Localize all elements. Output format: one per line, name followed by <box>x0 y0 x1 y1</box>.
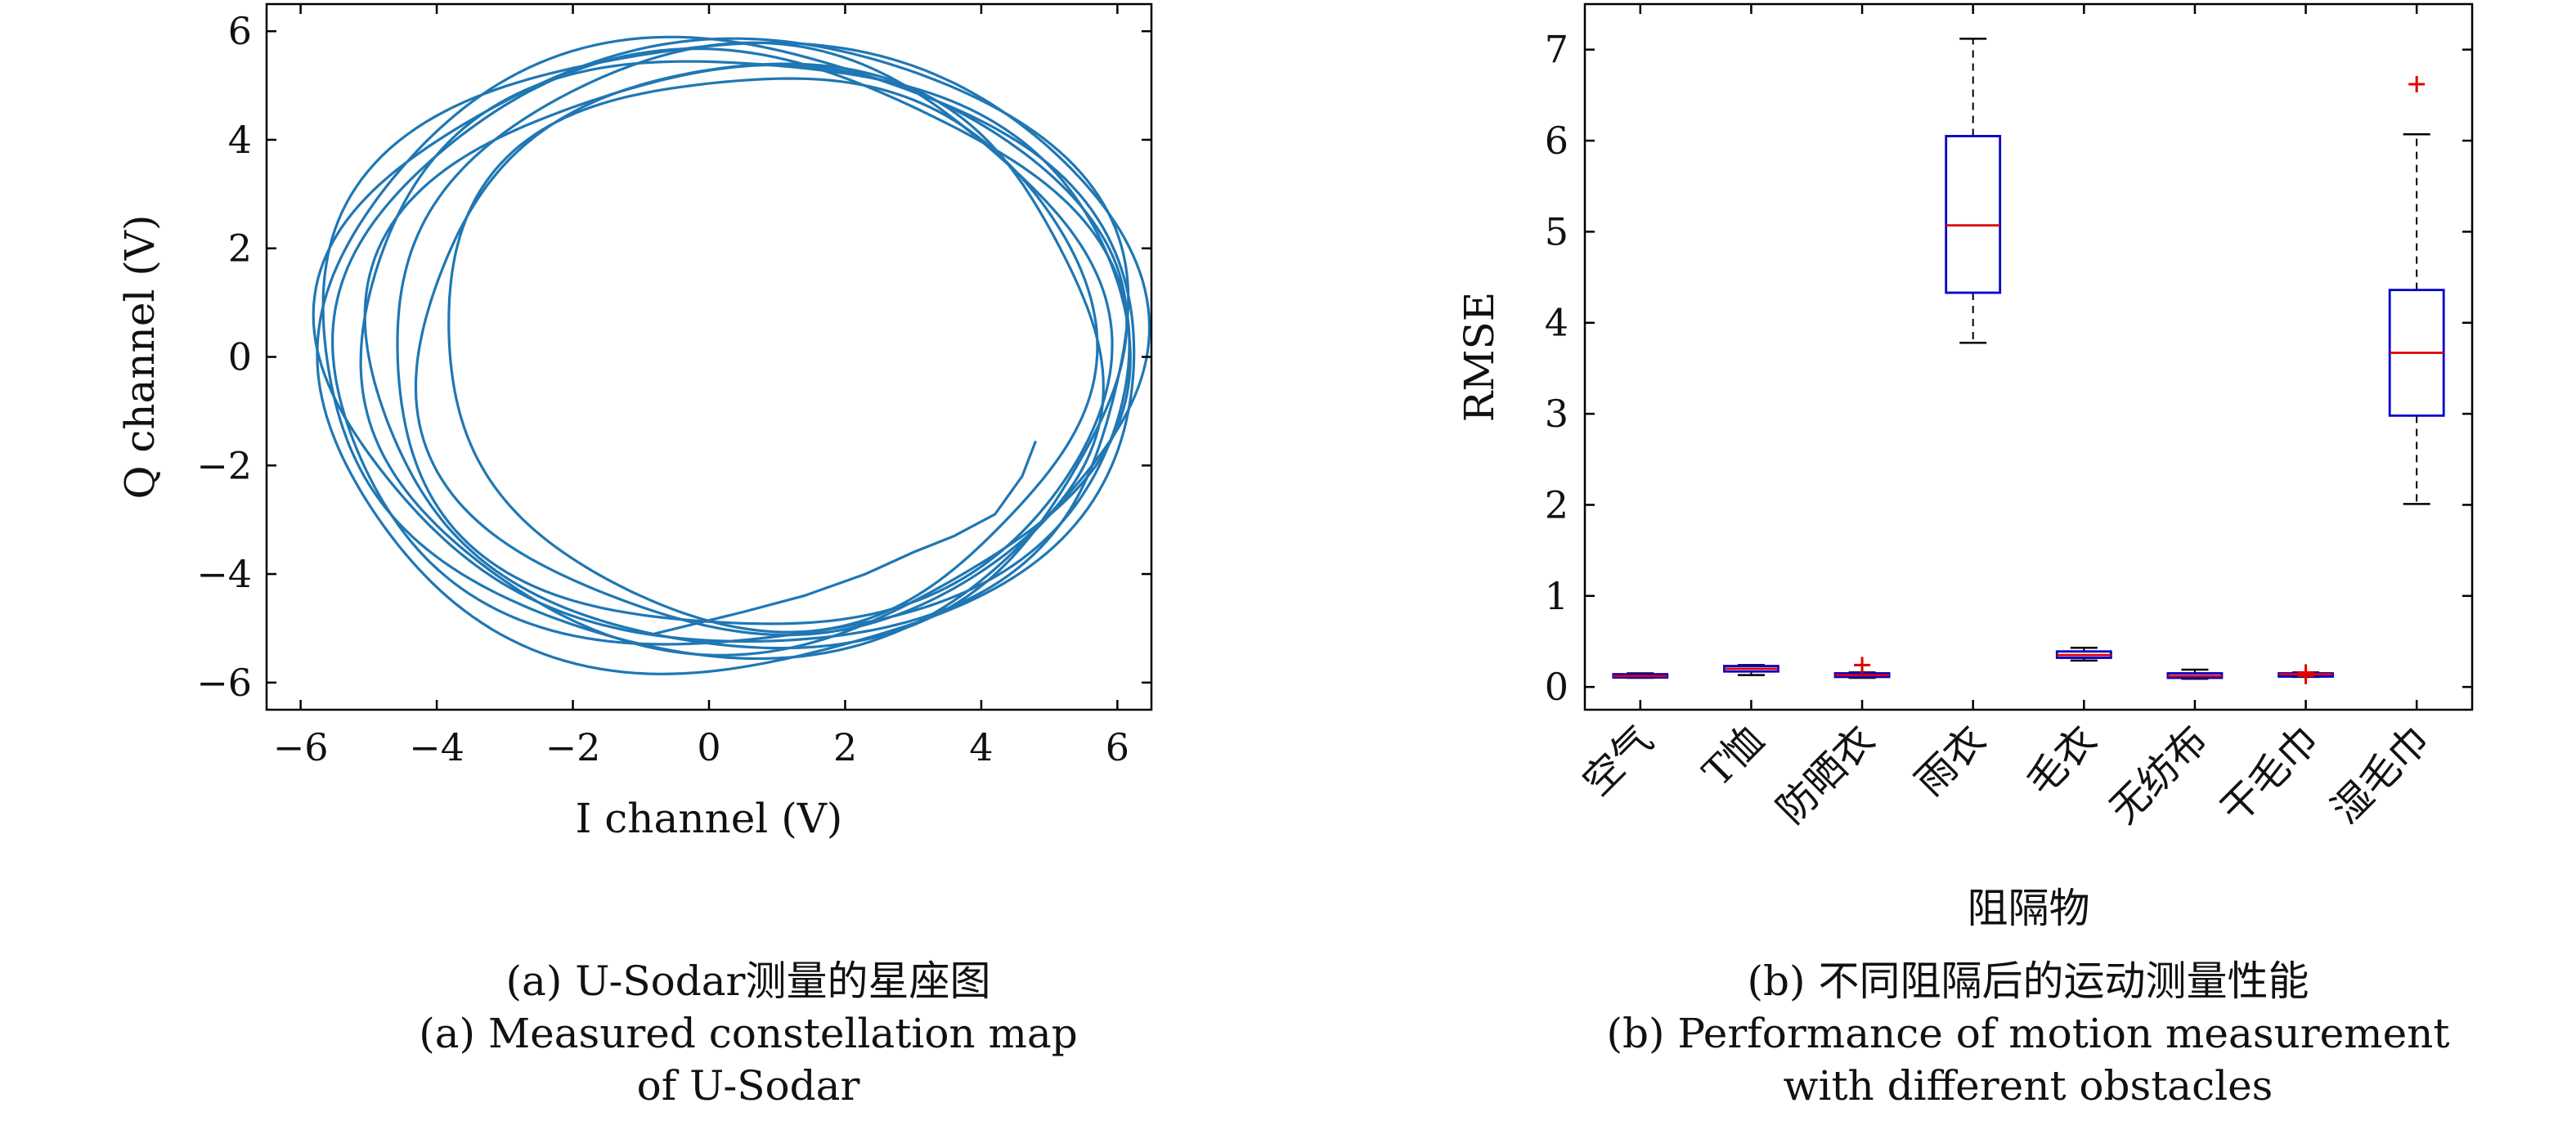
y-tick-label: 6 <box>1545 119 1568 163</box>
caption-a: (a) U-Sodar测量的星座图 (a) Measured constella… <box>270 955 1227 1112</box>
y-tick-label: 4 <box>228 118 252 162</box>
y-tick-label: 6 <box>228 9 252 53</box>
x-axis-label: 阻隔物 <box>1968 885 2090 932</box>
x-category-label: 防晒衣 <box>1768 717 1883 832</box>
y-tick-label: 5 <box>1545 209 1568 253</box>
x-category-label: 雨衣 <box>1907 717 1995 805</box>
x-category-label: 干毛巾 <box>2212 717 2327 832</box>
y-tick-label: 0 <box>1545 665 1568 709</box>
y-tick-label: 2 <box>228 226 252 271</box>
x-category-label: 无纺布 <box>2101 717 2216 832</box>
caption-b-english-line1: (b) Performance of motion measurement <box>1606 1010 2450 1057</box>
iq-trace-loop <box>312 37 1130 643</box>
y-tick-label: 2 <box>1545 482 1568 527</box>
iq-trace-loop <box>316 35 1136 675</box>
constellation-plot: −6 −4 −2 0 2 4 6 −6 −4 −2 0 2 4 6 I channel (V) Q chann… <box>116 2 1153 842</box>
plot-a-frame <box>265 2 1153 711</box>
caption-a-chinese: (a) U-Sodar测量的星座图 <box>505 957 991 1005</box>
y-tick-label: 3 <box>1545 392 1568 436</box>
outlier-marker <box>2297 667 2314 684</box>
x-category-label: 空气 <box>1574 717 1662 805</box>
y-tick-label: −6 <box>196 661 252 705</box>
y-tick-label: 1 <box>1545 574 1568 618</box>
x-tick-label: 0 <box>697 725 720 769</box>
box-iqr <box>1945 135 2002 294</box>
y-tick-label: 0 <box>228 335 252 379</box>
x-category-label: 毛衣 <box>2017 717 2105 805</box>
caption-b: (b) 不同阻隔后的运动测量性能 (b) Performance of moti… <box>1537 955 2519 1112</box>
plot-b-frame <box>1583 2 2474 711</box>
y-tick-label: 4 <box>1545 301 1568 345</box>
y-axis-label: RMSE <box>1456 292 1503 423</box>
y-tick-label: −2 <box>196 443 252 487</box>
x-tick-label: 2 <box>833 725 857 769</box>
x-tick-label: −4 <box>409 725 464 769</box>
x-category-label: 湿毛巾 <box>2322 717 2438 832</box>
x-tick-label: 6 <box>1106 725 1129 769</box>
x-tick-label: 4 <box>969 725 993 769</box>
y-tick-label: −4 <box>196 552 252 596</box>
x-axis-label: I channel (V) <box>576 795 843 842</box>
x-category-label: T恤 <box>1694 717 1773 796</box>
iq-trace-loop <box>330 47 1131 646</box>
iq-trace-tail <box>654 440 1037 635</box>
caption-a-english-line2: of U-Sodar <box>636 1062 860 1110</box>
x-tick-label: −2 <box>545 725 601 769</box>
outlier-marker <box>1854 657 1871 674</box>
iq-trace-loop <box>447 77 1099 634</box>
caption-a-english-line1: (a) Measured constellation map <box>419 1010 1078 1057</box>
iq-trace-loop <box>396 41 1114 626</box>
caption-b-english-line2: with different obstacles <box>1783 1062 2273 1110</box>
y-tick-label: 7 <box>1545 28 1568 72</box>
y-axis-label: Q channel (V) <box>116 215 164 500</box>
x-tick-label: −6 <box>273 725 329 769</box>
caption-b-chinese: (b) 不同阻隔后的运动测量性能 <box>1747 957 2309 1005</box>
outlier-marker <box>2408 75 2426 92</box>
iq-trace-loop <box>414 62 1105 637</box>
